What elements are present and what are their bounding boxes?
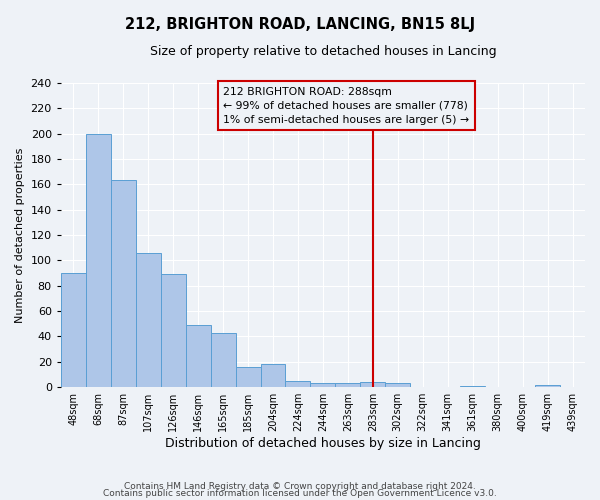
Bar: [211, 332, 236, 387]
Bar: [361, 382, 385, 387]
Title: Size of property relative to detached houses in Lancing: Size of property relative to detached ho…: [149, 45, 496, 58]
Text: Contains public sector information licensed under the Open Government Licence v3: Contains public sector information licen…: [103, 490, 497, 498]
Bar: [260, 364, 286, 387]
Text: Contains HM Land Registry data © Crown copyright and database right 2024.: Contains HM Land Registry data © Crown c…: [124, 482, 476, 491]
Bar: [111, 180, 136, 387]
Bar: [136, 253, 161, 387]
Bar: [185, 325, 211, 387]
Bar: [385, 384, 410, 387]
Bar: [61, 273, 86, 387]
Text: 212 BRIGHTON ROAD: 288sqm
← 99% of detached houses are smaller (778)
1% of semi-: 212 BRIGHTON ROAD: 288sqm ← 99% of detac…: [223, 86, 469, 124]
X-axis label: Distribution of detached houses by size in Lancing: Distribution of detached houses by size …: [165, 437, 481, 450]
Bar: [535, 384, 560, 387]
Y-axis label: Number of detached properties: Number of detached properties: [15, 148, 25, 322]
Bar: [236, 367, 260, 387]
Bar: [286, 381, 310, 387]
Text: 212, BRIGHTON ROAD, LANCING, BN15 8LJ: 212, BRIGHTON ROAD, LANCING, BN15 8LJ: [125, 18, 475, 32]
Bar: [310, 384, 335, 387]
Bar: [161, 274, 185, 387]
Bar: [460, 386, 485, 387]
Bar: [335, 384, 361, 387]
Bar: [86, 134, 111, 387]
